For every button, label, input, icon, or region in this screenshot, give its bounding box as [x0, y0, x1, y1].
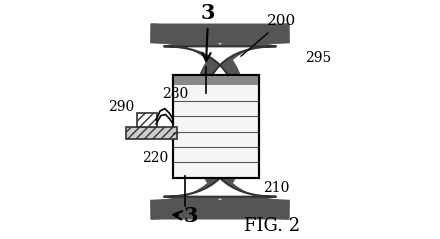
Bar [173, 75, 259, 85]
Text: 3: 3 [201, 3, 216, 61]
Text: 200: 200 [241, 14, 296, 56]
Text: 3: 3 [173, 206, 198, 226]
FancyBboxPatch shape [164, 46, 276, 197]
Text: 295: 295 [304, 51, 331, 65]
Text: 280: 280 [162, 87, 188, 102]
Text: 220: 220 [142, 151, 169, 165]
Bar [173, 75, 259, 178]
Bar [126, 127, 176, 139]
Bar [136, 113, 157, 127]
Text: 290: 290 [108, 100, 135, 114]
Text: FIG. 2: FIG. 2 [244, 217, 300, 235]
Text: 210: 210 [241, 169, 290, 195]
FancyBboxPatch shape [150, 33, 290, 210]
